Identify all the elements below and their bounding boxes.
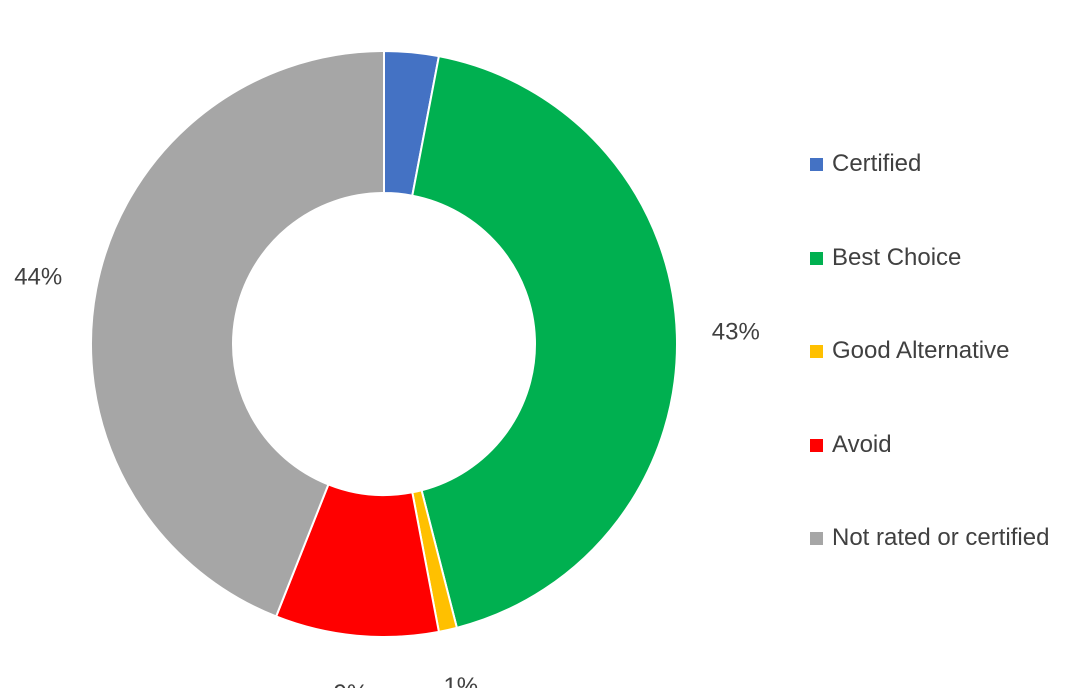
data-label-best-choice: 43% [712, 318, 760, 345]
legend-label-best-choice: Best Choice [832, 243, 962, 271]
donut-slices [90, 49, 678, 638]
legend-swatch-avoid [810, 438, 823, 452]
legend-item-avoid: Avoid [810, 429, 1078, 523]
legend-item-not-rated-or-certified: Not rated or certified [810, 522, 1078, 616]
legend-swatch-not-rated-or-certified [810, 532, 823, 545]
legend-item-certified: Certified [810, 148, 1078, 242]
data-labels: 3% 43% 1% 9% 44% [14, 0, 760, 688]
slice-best-choice [411, 55, 678, 630]
legend-swatch-certified [810, 158, 823, 171]
data-label-not-rated-or-certified: 44% [14, 263, 62, 290]
legend-swatch-good-alternative [810, 345, 823, 358]
legend-label-avoid: Avoid [832, 430, 892, 458]
legend-item-best-choice: Best Choice [810, 242, 1078, 336]
legend-label-not-rated-or-certified: Not rated or certified [832, 524, 1050, 551]
legend-item-good-alternative: Good Alternative [810, 335, 1078, 429]
legend-label-good-alternative: Good Alternative [832, 337, 1010, 364]
data-label-good-alternative: 1% [443, 673, 478, 688]
legend-swatch-best-choice [810, 251, 823, 265]
data-label-certified: 3% [400, 0, 435, 6]
slice-not-rated-or-certified [90, 49, 385, 618]
legend-label-certified: Certified [832, 150, 922, 177]
data-label-avoid: 9% [334, 680, 369, 688]
legend: Certified Best Choice Good Alternative Avoi… [810, 148, 1078, 616]
